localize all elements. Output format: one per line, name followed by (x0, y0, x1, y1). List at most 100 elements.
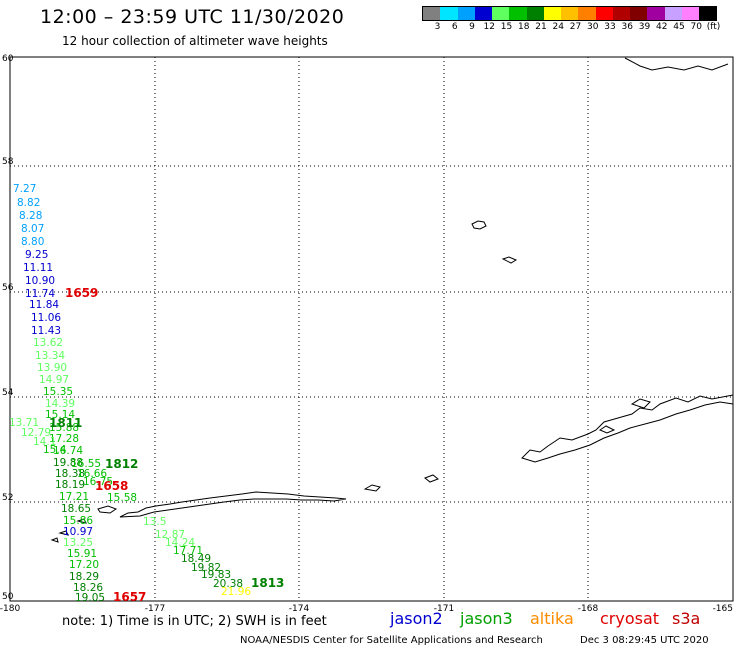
wave-height-value: 15.4 (43, 444, 67, 456)
wave-height-value: 18.26 (73, 582, 103, 594)
wave-height-value: 14.39 (45, 398, 75, 410)
longitude-tick-label: -168 (578, 604, 599, 614)
latitude-tick-label: 52 (2, 493, 13, 503)
footer-timestamp: Dec 3 08:29:45 UTC 2020 (580, 635, 709, 646)
wave-height-value: 11.43 (31, 325, 61, 337)
legend-label: 39 (638, 22, 651, 32)
wave-height-value: 15.86 (63, 515, 93, 527)
pass-time-label: 1813 (251, 576, 284, 590)
legend-swatch-15 (681, 7, 699, 20)
pass-time-label: 1657 (113, 590, 146, 604)
legend-label: 30 (587, 22, 599, 32)
wave-height-value: 10.97 (63, 526, 93, 538)
color-scale-labels: 3 6 9 12 15 18 21 24 27 30 33 36 39 42 45 70 (ft) (422, 22, 740, 36)
wave-height-value: 12.87 (155, 529, 185, 541)
map-gridlines (10, 57, 733, 601)
latitude-tick-label: 54 (2, 388, 14, 398)
wave-height-value: 11.84 (29, 299, 59, 311)
satellite-label-jason3: jason3 (460, 609, 513, 628)
island-near-3 (50, 537, 59, 543)
island-attu (97, 505, 118, 514)
latitude-tick-label: 56 (2, 283, 14, 293)
legend-label: 3 (434, 22, 441, 32)
wave-height-value: 13.62 (33, 337, 63, 349)
legend-swatch-16 (699, 7, 717, 20)
page-title: 12:00 – 23:59 UTC 11/30/2020 (40, 6, 345, 28)
wave-height-value: 13.34 (35, 350, 65, 362)
wave-height-value: 19.82 (191, 562, 221, 574)
pass-time-label: 1659 (65, 286, 98, 300)
legend-swatch-0 (423, 7, 441, 20)
wave-height-value: 17.21 (59, 491, 89, 503)
legend-label: 6 (451, 22, 458, 32)
wave-height-value: 11.06 (31, 312, 61, 324)
island-east-1 (630, 398, 651, 409)
longitude-tick-label: -180 (0, 604, 20, 614)
wave-height-value: 8.80 (21, 236, 44, 248)
satellite-label-altika: altika (530, 609, 574, 628)
wave-height-value: 16.55 (71, 458, 101, 470)
wave-height-value: 19.05 (75, 592, 105, 604)
footer-credit: NOAA/NESDIS Center for Satellite Applica… (240, 635, 543, 646)
wave-height-value: 8.82 (17, 197, 40, 209)
longitude-tick-label: -165 (713, 604, 733, 614)
island-pribilof (471, 220, 487, 230)
latitude-tick-label: 58 (2, 157, 14, 167)
wave-height-value: 18.38 (55, 468, 85, 480)
legend-label: 24 (552, 22, 564, 32)
wave-height-value: 14.97 (39, 374, 69, 386)
legend-label: 9 (469, 22, 475, 32)
wave-height-value: 18.49 (181, 553, 211, 565)
wave-height-value: 13.25 (63, 537, 93, 549)
wave-height-value: 14.24 (165, 537, 195, 549)
color-scale-legend (422, 6, 718, 21)
wave-height-value: 16.75 (83, 476, 113, 488)
latitude-tick-label: 60 (2, 54, 14, 64)
longitude-tick-labels: -180 -177 -174 -171 -168 -165 (0, 604, 733, 614)
wave-height-value: 18.19 (55, 479, 85, 491)
legend-swatch-1 (440, 7, 458, 20)
legend-label: 42 (656, 22, 668, 32)
wave-height-value: 15.58 (107, 492, 137, 504)
island-near-2 (58, 530, 69, 536)
legend-swatch-10 (595, 7, 613, 20)
pass-time-labels: 1659 1811 1812 1658 1657 1813 (49, 286, 284, 604)
island-fox (424, 474, 439, 483)
legend-swatch-5 (509, 7, 527, 20)
legend-swatch-2 (457, 7, 475, 20)
wave-height-value: 17.28 (49, 433, 79, 445)
wave-height-value: 15.88 (49, 422, 79, 434)
map-frame (9, 56, 734, 602)
wave-height-value: 13.90 (37, 362, 67, 374)
page-subtitle: 12 hour collection of altimeter wave hei… (62, 34, 328, 48)
wave-height-value: 15.14 (45, 409, 75, 421)
wave-height-value: 16.66 (77, 468, 107, 480)
legend-label: 18 (518, 22, 530, 32)
legend-swatch-9 (578, 7, 596, 20)
wave-height-value: 13.71 (9, 417, 39, 429)
island-east-2 (598, 425, 616, 434)
wave-height-value: 18.29 (69, 571, 99, 583)
legend-swatch-8 (561, 7, 579, 20)
pass-time-label: 1658 (95, 479, 128, 493)
wave-height-value: 21.96 (221, 586, 251, 598)
island-islands-of-four (363, 484, 381, 492)
legend-label: 21 (535, 22, 547, 32)
legend-label: 36 (621, 22, 633, 32)
legend-label: 27 (569, 22, 582, 32)
satellite-label-jason2: jason2 (390, 609, 443, 628)
wave-height-value: 12.79 (21, 427, 51, 439)
longitude-tick-label: -177 (145, 604, 165, 614)
wave-height-value: 18.65 (61, 503, 91, 515)
wave-height-value: 17.20 (69, 559, 99, 571)
wave-height-value: 15.35 (43, 386, 73, 398)
legend-label: 70 (690, 22, 702, 32)
wave-height-value: 15.91 (67, 548, 97, 560)
wave-height-value: 8.07 (21, 223, 44, 235)
legend-label: (ft) (706, 22, 721, 32)
legend-swatch-4 (492, 7, 510, 20)
pass-time-label: 1812 (105, 457, 138, 471)
legend-swatch-14 (664, 7, 682, 20)
wave-height-value: 19.88 (53, 457, 83, 469)
